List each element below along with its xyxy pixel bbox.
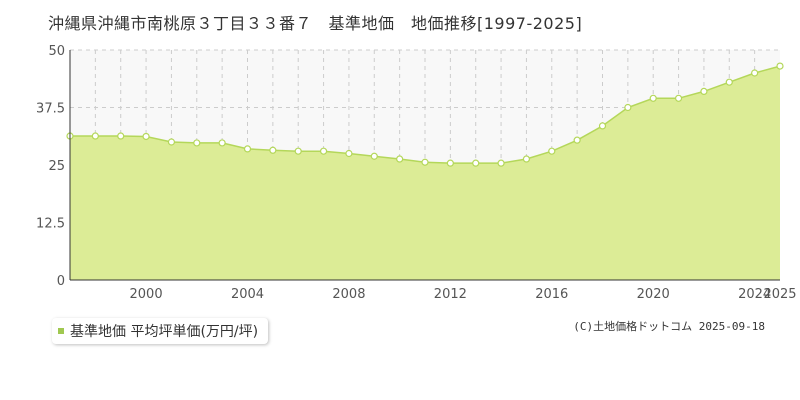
x-tick-label: 2024 [738, 287, 771, 302]
data-point [573, 136, 581, 144]
y-tick-labels: 0 12.5 25 37.5 50 [36, 44, 65, 289]
x-tick-label: 2020 [637, 287, 670, 302]
x-tick-label: 2012 [434, 287, 467, 302]
data-point [446, 159, 454, 167]
y-tick-label: 12.5 [36, 217, 65, 232]
data-point [497, 159, 505, 167]
data-point [319, 147, 328, 155]
data-point [700, 87, 708, 96]
data-point [243, 145, 252, 153]
data-point [674, 94, 683, 102]
data-point [472, 159, 480, 167]
y-tick-label: 50 [48, 44, 65, 59]
data-point [167, 138, 176, 146]
data-point [421, 158, 429, 166]
x-tick-label: 2016 [535, 287, 568, 302]
y-tick-label: 37.5 [36, 102, 65, 117]
chart-title: 沖縄県沖縄市南桃原３丁目３３番７ 基準地価 地価推移[1997-2025] [48, 14, 583, 33]
data-point [548, 147, 556, 155]
data-point [751, 69, 759, 77]
axis-layer [69, 50, 780, 281]
y-tick-label: 25 [48, 159, 65, 174]
series-area [70, 66, 780, 280]
data-point [117, 132, 125, 140]
data-point [142, 132, 150, 141]
data-point [345, 149, 353, 158]
x-tick-label: 2025 [763, 287, 796, 302]
data-point [91, 132, 99, 140]
data-point [776, 62, 784, 70]
data-point [649, 94, 657, 102]
data-point [269, 146, 277, 154]
credit-text: (C)土地価格ドットコム 2025-09-18 [573, 320, 765, 333]
data-point [193, 139, 201, 147]
x-tick-label: 2004 [231, 287, 264, 302]
data-point [396, 155, 404, 163]
legend-swatch [58, 328, 64, 334]
data-point [522, 155, 531, 163]
data-point [218, 139, 226, 147]
y-tick-label: 0 [57, 274, 65, 289]
legend-label: 基準地価 平均坪単価(万円/坪) [70, 324, 259, 340]
data-point [725, 78, 733, 86]
data-point [624, 103, 632, 112]
data-point [598, 122, 607, 130]
data-point [370, 152, 378, 160]
x-tick-label: 2000 [130, 287, 163, 302]
marker-layer [66, 62, 784, 167]
data-point [294, 147, 302, 155]
legend: 基準地価 平均坪単価(万円/坪) [52, 318, 269, 344]
x-tick-label: 2008 [332, 287, 365, 302]
